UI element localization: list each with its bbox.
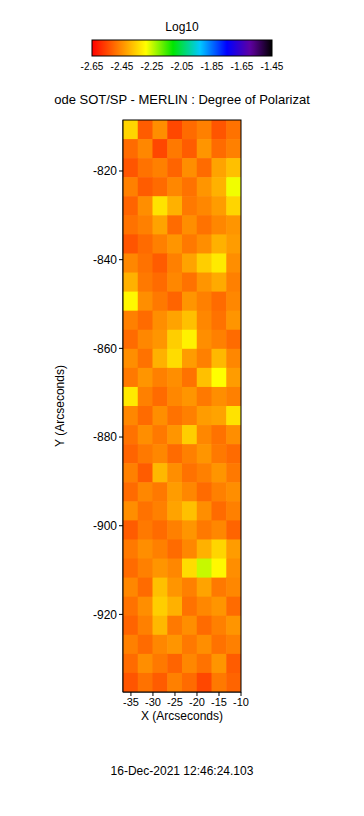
svg-text:X (Arcseconds): X (Arcseconds) [141, 709, 223, 723]
svg-text:-1.85: -1.85 [201, 61, 224, 72]
svg-text:-1.45: -1.45 [261, 61, 284, 72]
svg-text:-860: -860 [93, 342, 117, 356]
svg-text:-25: -25 [167, 696, 183, 708]
svg-text:-2.65: -2.65 [81, 61, 104, 72]
svg-text:-900: -900 [93, 519, 117, 533]
svg-text:-35: -35 [123, 696, 139, 708]
svg-text:-920: -920 [93, 608, 117, 622]
svg-text:-2.05: -2.05 [171, 61, 194, 72]
svg-text:-840: -840 [93, 253, 117, 267]
svg-text:-15: -15 [211, 696, 227, 708]
svg-text:ode SOT/SP - MERLIN : Degree o: ode SOT/SP - MERLIN : Degree of Polariza… [54, 92, 310, 107]
svg-text:Log10: Log10 [165, 20, 199, 34]
svg-text:-10: -10 [233, 696, 249, 708]
svg-text:-2.45: -2.45 [111, 61, 134, 72]
svg-text:-20: -20 [189, 696, 205, 708]
svg-text:-880: -880 [93, 430, 117, 444]
svg-text:16-Dec-2021 12:46:24.103: 16-Dec-2021 12:46:24.103 [111, 764, 254, 778]
svg-text:-820: -820 [93, 164, 117, 178]
svg-text:-30: -30 [145, 696, 161, 708]
svg-text:-2.25: -2.25 [141, 61, 164, 72]
svg-text:Y (Arcseconds): Y (Arcseconds) [53, 365, 67, 447]
svg-text:-1.65: -1.65 [231, 61, 254, 72]
